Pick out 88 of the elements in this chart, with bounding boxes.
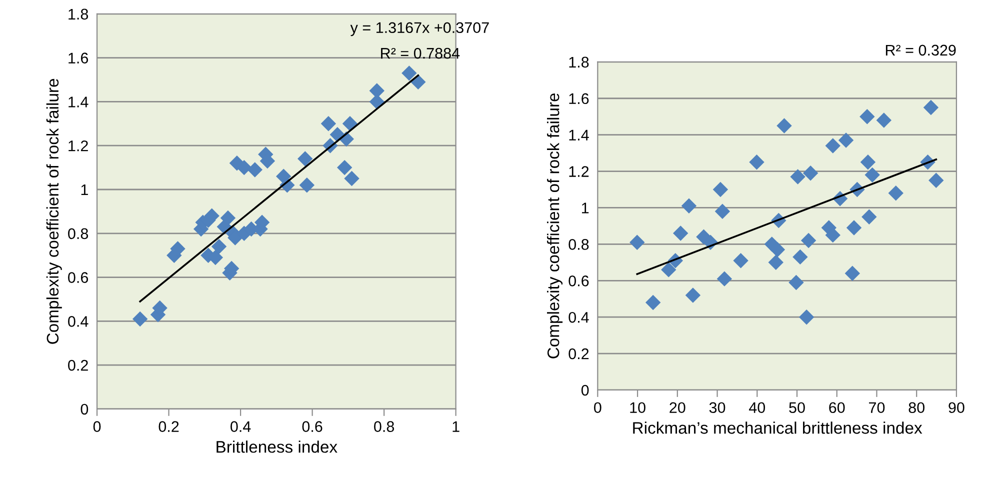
- point: [402, 66, 417, 81]
- point: [712, 182, 728, 198]
- point: [714, 204, 730, 219]
- point: [790, 169, 806, 184]
- x-tick-label: 0.8: [374, 421, 394, 432]
- text: R² = 0.329: [886, 44, 956, 56]
- point: [862, 209, 877, 224]
- x-tick-label: 80: [908, 402, 924, 414]
- point: [798, 309, 814, 325]
- y-tick-label: 1: [81, 184, 88, 196]
- y-tick-label: 0.2: [568, 348, 589, 360]
- point: [860, 154, 876, 170]
- point: [844, 266, 860, 281]
- y-tick-label: 1.2: [68, 140, 88, 152]
- y-tick-label: 0.8: [568, 239, 589, 250]
- point: [336, 160, 352, 176]
- y-tick-label: 1.8: [569, 56, 589, 68]
- point: [860, 108, 875, 124]
- point: [236, 160, 252, 176]
- x-tick-label: 40: [748, 402, 766, 414]
- point: [733, 252, 748, 268]
- y-tick-label: 0: [581, 384, 589, 396]
- y-tick-label: 0.8: [68, 228, 88, 240]
- point: [132, 311, 148, 327]
- point: [298, 151, 313, 166]
- point: [846, 220, 862, 236]
- point: [716, 271, 732, 286]
- point: [320, 116, 336, 132]
- x-tick-label: 90: [948, 402, 964, 414]
- point: [220, 210, 236, 226]
- y-tick-label: 1: [582, 202, 589, 214]
- point: [888, 186, 904, 201]
- point: [661, 262, 676, 278]
- y-tick-label: 0.6: [68, 272, 88, 283]
- point: [247, 162, 262, 178]
- point: [749, 154, 764, 170]
- y-tick-label: 1.6: [68, 52, 88, 64]
- x-tick-label: 1: [452, 421, 460, 432]
- point: [876, 112, 892, 128]
- x-tick-label: 0: [594, 402, 602, 414]
- y-tick-label: 1.8: [68, 8, 88, 20]
- point: [645, 294, 661, 310]
- annotation: R² = 0.7884: [381, 48, 460, 59]
- point: [768, 254, 784, 270]
- x-axis-title: Rickman’s mechanical brittleness index: [633, 422, 922, 434]
- x-tick-label: 0.6: [302, 421, 322, 432]
- point: [776, 118, 792, 134]
- point: [342, 116, 358, 132]
- y-axis-title: Complexity coefficient of rock failure: [547, 93, 563, 358]
- point: [825, 227, 840, 243]
- x-tick-label: 0.2: [158, 421, 179, 432]
- point: [672, 226, 688, 241]
- point: [344, 170, 360, 186]
- y-tick-label: 0.4: [568, 312, 589, 323]
- y-tick-label: 1.2: [569, 166, 589, 177]
- point: [825, 138, 840, 154]
- point: [788, 274, 804, 290]
- point: [928, 172, 944, 188]
- point: [792, 249, 808, 265]
- y-tick-label: 0.2: [68, 360, 88, 371]
- point: [299, 177, 315, 193]
- point: [630, 234, 645, 250]
- point: [685, 288, 701, 303]
- y-tick-label: 0.4: [68, 316, 88, 327]
- y-tick-label: 1.6: [569, 93, 589, 104]
- point: [838, 132, 854, 148]
- x-axis-title: Brittleness index: [216, 440, 338, 453]
- point: [681, 198, 697, 214]
- x-tick-label: 0.4: [230, 421, 251, 432]
- point: [800, 232, 816, 248]
- x-tick-label: 30: [709, 402, 726, 414]
- x-tick-label: 60: [829, 402, 845, 414]
- x-tick-label: 50: [789, 402, 805, 414]
- y-axis-title: Complexity coefficient of rock failure: [46, 78, 62, 344]
- x-tick-label: 70: [869, 402, 885, 414]
- point: [770, 242, 786, 258]
- y-tick-label: 0.6: [568, 276, 589, 286]
- point: [369, 94, 384, 110]
- annotation: y = 1.3167x +0.3707: [350, 22, 489, 36]
- y-tick-label: 1.4: [569, 130, 589, 140]
- point: [211, 238, 227, 254]
- y-tick-label: 1.4: [68, 96, 88, 108]
- x-tick-label: 0: [93, 421, 101, 432]
- point: [864, 167, 880, 183]
- point: [923, 100, 939, 116]
- x-tick-label: 10: [630, 402, 646, 414]
- x-tick-label: 20: [670, 402, 686, 414]
- point: [802, 165, 818, 181]
